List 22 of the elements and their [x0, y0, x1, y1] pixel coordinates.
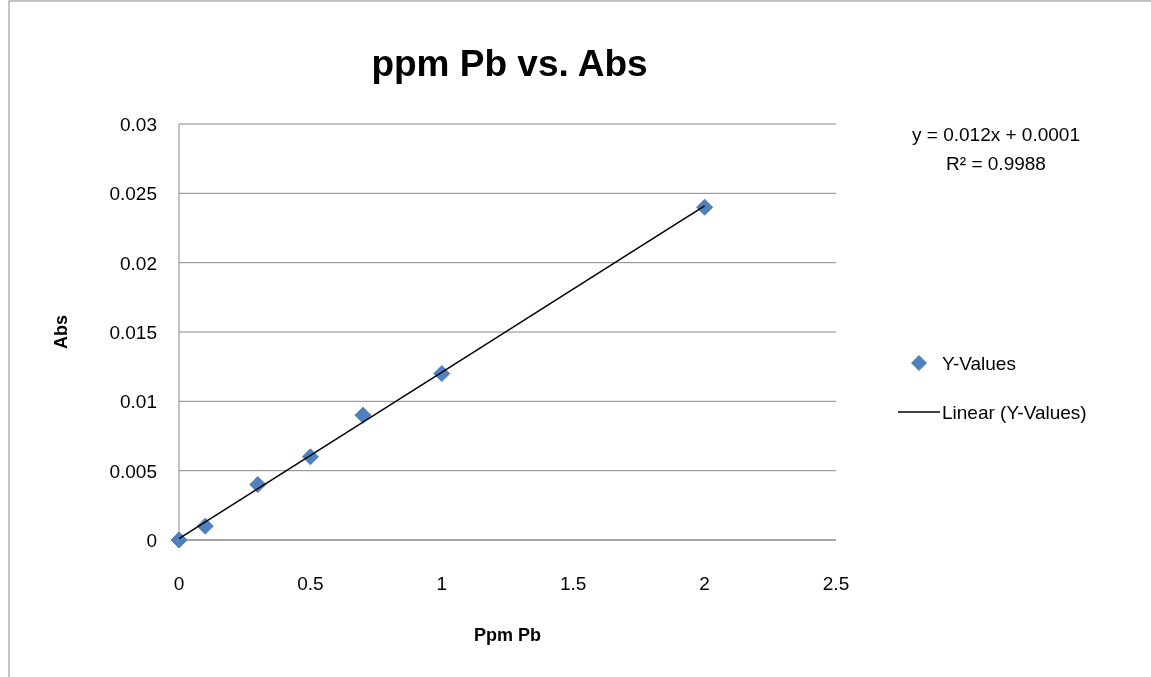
- y-tick-label: 0.005: [109, 460, 157, 482]
- y-tick-label: 0.03: [120, 114, 157, 135]
- y-axis-title: Abs: [51, 314, 71, 350]
- x-tick-label: 2.5: [822, 573, 850, 594]
- x-tick-label: 1: [436, 573, 448, 594]
- point: [354, 406, 372, 424]
- x-tick-label: 2: [699, 573, 710, 594]
- y-tick-label: 0: [146, 530, 157, 551]
- x-axis-title: Ppm Pb: [473, 625, 542, 645]
- legend-label: Linear (Y-Values): [942, 402, 1087, 423]
- text: R² = 0.9988: [946, 153, 1046, 174]
- x-tick-label: 1.5: [559, 573, 587, 594]
- legend-label: Y-Values: [942, 353, 1016, 374]
- chart-title: ppm Pb vs. Abs: [371, 43, 648, 84]
- y-tick-label: 0.02: [120, 252, 157, 274]
- y-tick-label: 0.025: [109, 183, 157, 205]
- point: [696, 198, 714, 216]
- y-tick-label: 0.01: [120, 391, 157, 413]
- text: y = 0.012x + 0.0001: [912, 124, 1080, 145]
- y-tick-label: 0.015: [109, 322, 157, 343]
- x-tick-label: 0.5: [297, 573, 324, 594]
- x-tick-label: 0: [173, 573, 185, 594]
